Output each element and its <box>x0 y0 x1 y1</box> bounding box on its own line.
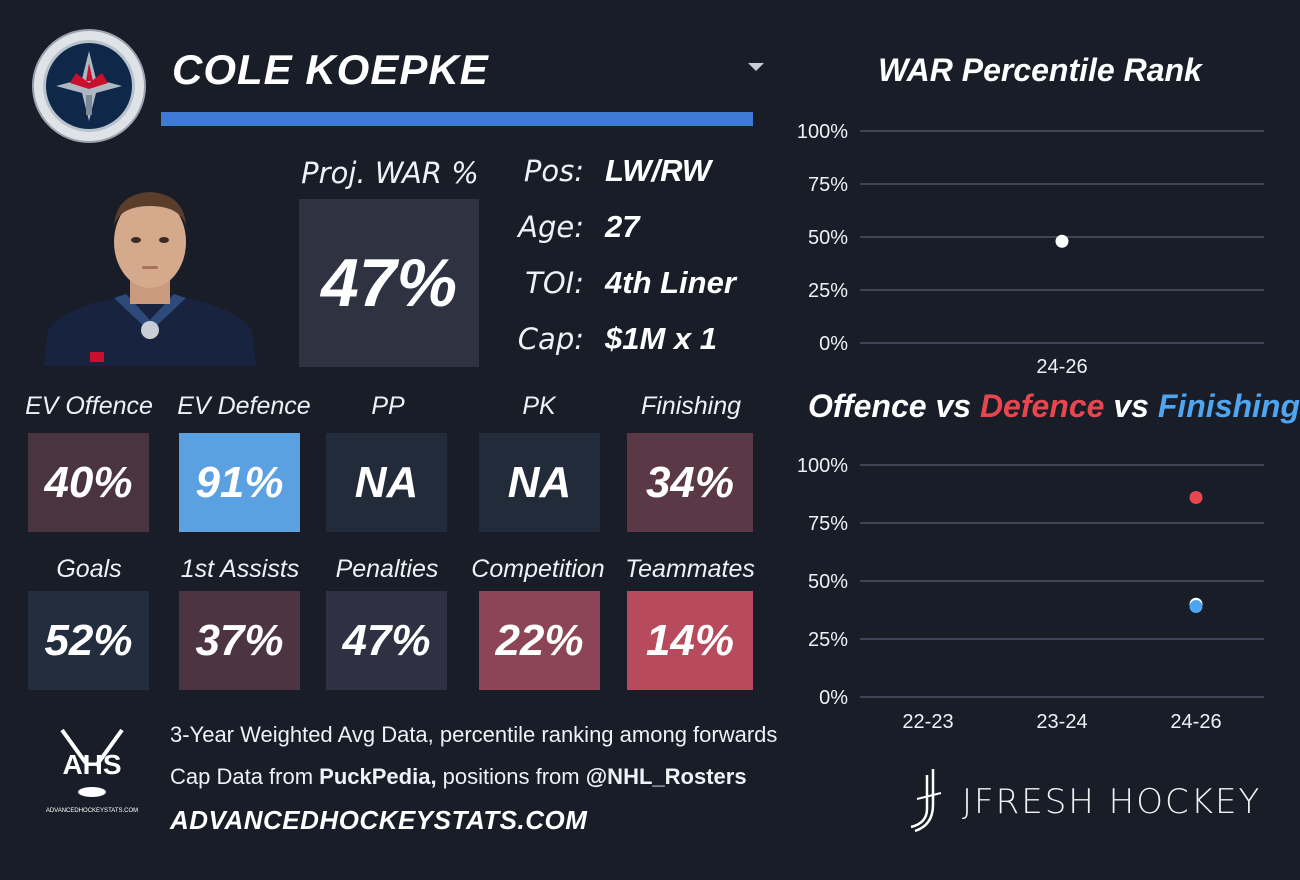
war-chart-y-tick-label: 75% <box>808 174 848 196</box>
odf-chart-y-tick-label: 100% <box>797 455 848 477</box>
goals-tile: 52% <box>28 591 149 690</box>
ahs-logo: AHS ADVANCEDHOCKEYSTATS.COM <box>44 726 140 816</box>
title-finishing: Finishing <box>1157 388 1300 424</box>
title-defence: Defence <box>979 388 1105 424</box>
odf-chart-y-tick-label: 25% <box>808 629 848 651</box>
war-chart-y-tick-label: 25% <box>808 280 848 302</box>
war-chart-y-tick-label: 0% <box>819 333 848 355</box>
projected-war-label: Proj. WAR % <box>301 156 479 190</box>
pp-tile: NA <box>326 433 447 532</box>
war-chart-x-tick-label: 24-26 <box>1036 356 1087 378</box>
name-underline <box>161 112 753 126</box>
competition-label: Competition <box>471 555 605 583</box>
toi-value: 4th Liner <box>605 265 736 300</box>
position-label: Pos: <box>523 154 584 188</box>
team-logo <box>32 29 146 143</box>
penalties-label: Penalties <box>335 555 439 583</box>
site-url[interactable]: ADVANCEDHOCKEYSTATS.COM <box>170 805 588 835</box>
odf-chart-y-tick-label: 0% <box>819 687 848 709</box>
war-percentile-chart: 100% 75% 50% 25% 0% 24-26 <box>797 121 1264 378</box>
age-label: Age: <box>518 210 584 244</box>
odf-chart-point-defence[interactable] <box>1189 490 1203 504</box>
ev-defence-label: EV Defence <box>177 392 311 420</box>
first-assists-label: 1st Assists <box>180 555 300 583</box>
odf-chart-x-tick-label: 24-26 <box>1170 711 1221 733</box>
nhl-rosters-link[interactable]: @NHL_Rosters <box>585 764 747 789</box>
odf-chart-x-tick-label: 23-24 <box>1036 711 1087 733</box>
offence-defence-finishing-chart: 100% 75% 50% 25% 0% 22-23 23-24 24-26 <box>797 455 1264 733</box>
footer-methodology: 3-Year Weighted Avg Data, percentile ran… <box>170 722 778 747</box>
puckpedia-link[interactable]: PuckPedia, <box>319 764 437 789</box>
ev-offence-label: EV Offence <box>25 392 153 420</box>
age-value: 27 <box>605 209 640 244</box>
pk-tile: NA <box>479 433 600 532</box>
title-offence: Offence <box>808 388 927 424</box>
odf-chart-x-tick-label: 22-23 <box>902 711 953 733</box>
ahs-logo-text: AHS <box>62 749 121 780</box>
ev-offence-tile: 40% <box>28 433 149 532</box>
ahs-logo-subtext: ADVANCEDHOCKEYSTATS.COM <box>46 808 138 814</box>
odf-chart-y-tick-label: 75% <box>808 513 848 535</box>
competition-tile: 22% <box>479 591 600 690</box>
position-value: LW/RW <box>605 153 712 188</box>
footer-sources: Cap Data from PuckPedia, positions from … <box>170 764 747 790</box>
war-chart-point-series0[interactable] <box>1055 234 1069 248</box>
cap-label: Cap: <box>517 322 584 356</box>
war-chart-title: WAR Percentile Rank <box>878 52 1202 88</box>
pk-label: PK <box>522 392 556 420</box>
footer-cap-prefix: Cap Data from <box>170 764 320 789</box>
odf-chart-y-tick-label: 50% <box>808 571 848 593</box>
title-vs-1: vs <box>935 388 972 424</box>
teammates-tile: 14% <box>627 591 753 690</box>
toi-label: TOI: <box>525 266 584 300</box>
pp-label: PP <box>371 392 405 420</box>
player-name: COLE KOEPKE <box>172 46 489 93</box>
finishing-label: Finishing <box>640 392 742 420</box>
offence-defence-finishing-title: Offence vs Defence vs Finishing <box>808 388 1300 425</box>
penalties-tile: 47% <box>326 591 447 690</box>
cap-value: $1M x 1 <box>605 321 718 356</box>
first-assists-tile: 37% <box>179 591 300 690</box>
teammates-label: Teammates <box>625 555 755 583</box>
finishing-tile: 34% <box>627 433 753 532</box>
war-chart-y-tick-label: 100% <box>797 121 848 143</box>
projected-war-value: 47% <box>299 199 479 367</box>
odf-chart-point-finishing[interactable] <box>1189 600 1203 614</box>
jfresh-hockey-brand: JFRESH HOCKEY <box>962 782 1262 822</box>
player-headshot <box>44 180 256 366</box>
title-vs-2: vs <box>1113 388 1149 424</box>
ev-defence-tile: 91% <box>179 433 300 532</box>
player-dropdown-icon[interactable] <box>748 63 764 71</box>
war-chart-y-tick-label: 50% <box>808 227 848 249</box>
jet-icon <box>56 51 122 121</box>
footer-positions-text: positions from <box>436 764 586 789</box>
jfresh-icon <box>910 769 942 833</box>
goals-label: Goals <box>56 555 122 583</box>
